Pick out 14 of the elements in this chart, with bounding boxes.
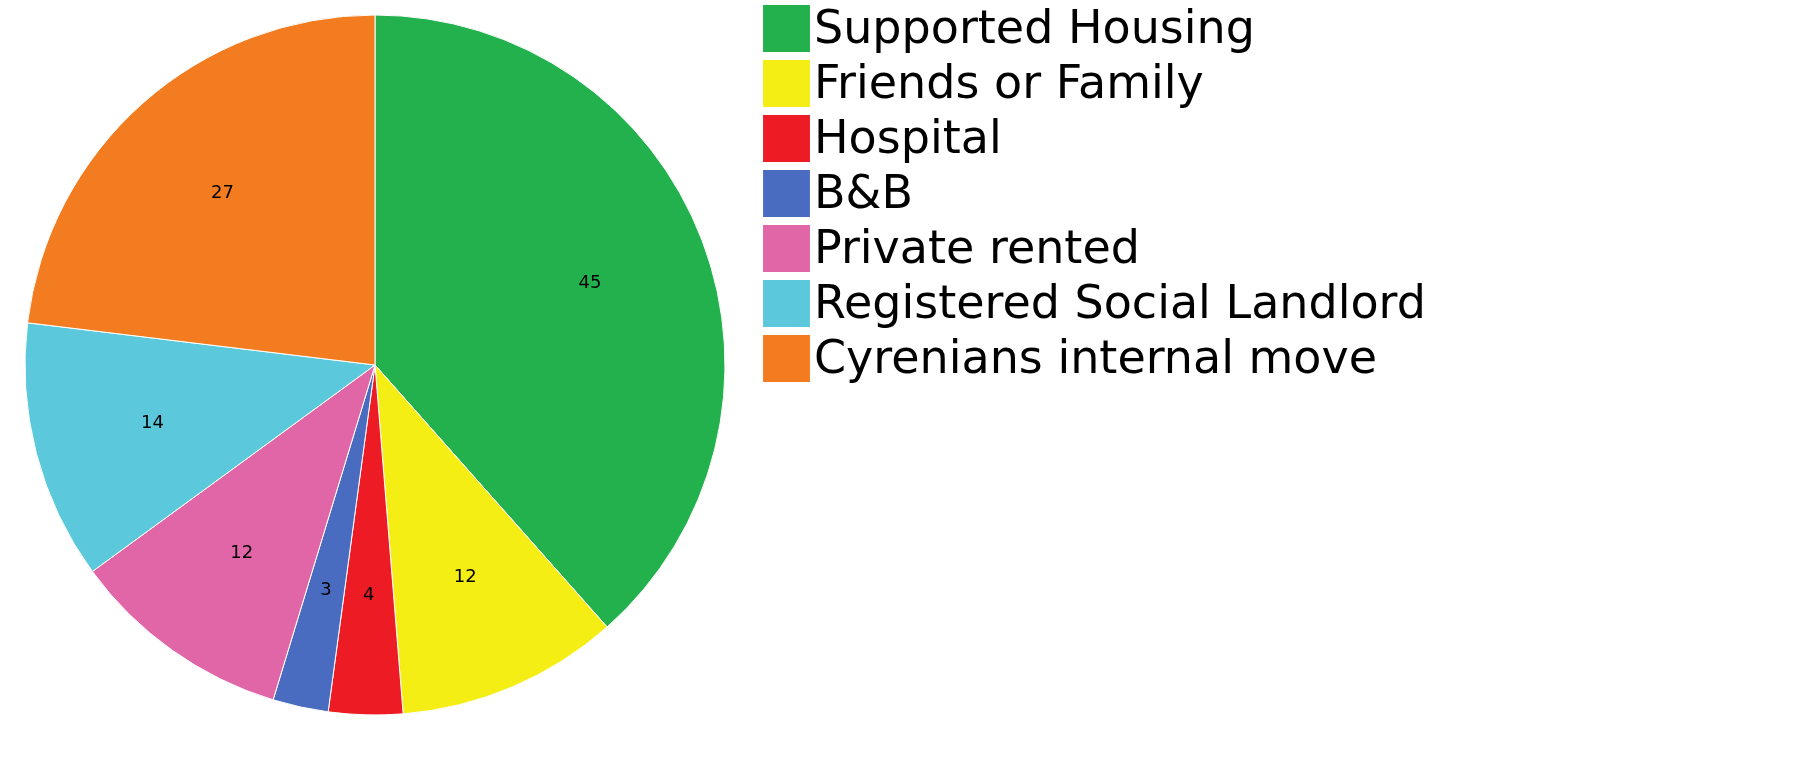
legend-label: B&B [814,164,913,219]
legend-label: Private rented [814,219,1140,274]
data-label: 27 [211,180,234,202]
data-label: 12 [453,564,477,586]
legend-label: Registered Social Landlord [814,274,1426,329]
data-label: 12 [230,540,254,562]
legend-label: Supported Housing [814,0,1255,54]
legend-label: Cyrenians internal move [814,329,1378,384]
data-label: 45 [578,271,602,293]
data-label: 3 [320,577,332,599]
legend-label: Hospital [814,109,1002,164]
data-label: 4 [363,582,375,604]
data-label: 14 [140,411,164,433]
legend-label: Friends or Family [814,54,1204,109]
